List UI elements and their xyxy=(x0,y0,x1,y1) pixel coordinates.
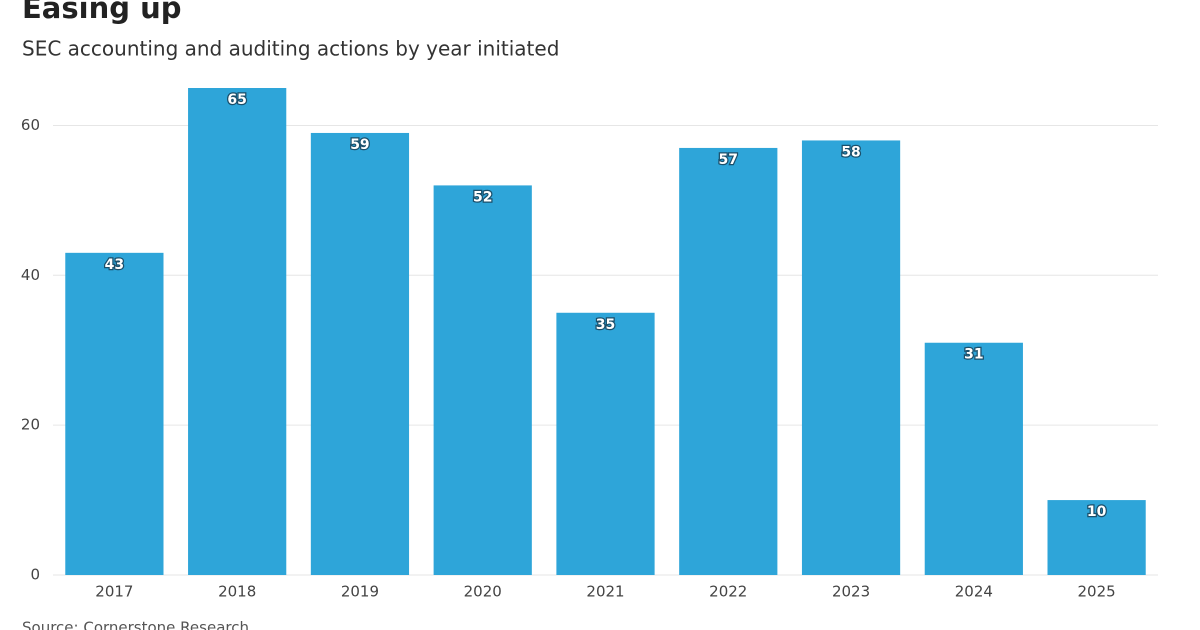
value-label: 31 xyxy=(964,347,983,363)
bar xyxy=(1047,500,1146,575)
x-tick-label: 2024 xyxy=(955,583,993,601)
bar xyxy=(188,88,287,575)
x-tick-label: 2025 xyxy=(1078,583,1116,601)
bar xyxy=(310,132,410,575)
bar xyxy=(556,312,655,575)
x-tick-label: 2020 xyxy=(464,583,502,601)
bar xyxy=(65,252,164,576)
chart-title: Easing up xyxy=(22,0,182,25)
value-label: 10 xyxy=(1087,504,1107,520)
bar xyxy=(433,185,532,575)
value-label: 43 xyxy=(105,257,124,273)
value-label: 57 xyxy=(719,152,738,168)
value-label: 52 xyxy=(473,189,492,205)
value-label: 65 xyxy=(227,92,246,108)
y-tick-label: 60 xyxy=(21,116,40,134)
y-tick-label: 0 xyxy=(30,566,40,584)
x-tick-label: 2023 xyxy=(832,583,870,601)
x-tick-label: 2018 xyxy=(218,583,256,601)
x-tick-label: 2022 xyxy=(709,583,747,601)
bar xyxy=(679,147,778,575)
y-tick-label: 20 xyxy=(21,416,40,434)
chart-subtitle: SEC accounting and auditing actions by y… xyxy=(22,37,559,61)
value-label: 35 xyxy=(596,317,615,333)
x-tick-label: 2021 xyxy=(586,583,624,601)
y-tick-label: 40 xyxy=(21,266,40,284)
value-label: 59 xyxy=(350,137,369,153)
value-label: 58 xyxy=(841,144,860,160)
bar xyxy=(801,140,901,575)
source-note: Source: Cornerstone Research xyxy=(22,619,249,630)
x-tick-label: 2019 xyxy=(341,583,379,601)
x-tick-label: 2017 xyxy=(95,583,133,601)
bar xyxy=(924,342,1023,575)
